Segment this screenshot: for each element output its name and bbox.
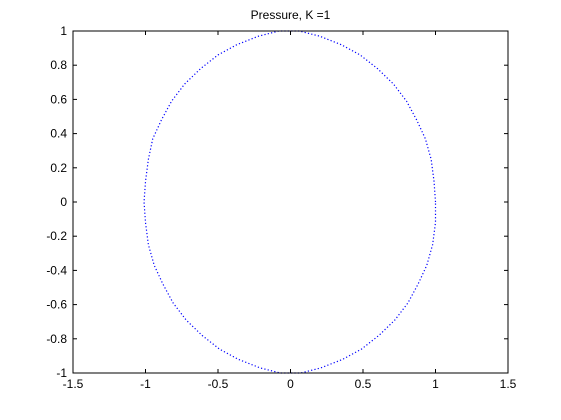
x-tick-label: 0.5 bbox=[355, 377, 372, 391]
y-tick-label: -0.8 bbox=[46, 332, 67, 346]
y-tick-labels: -1 -0.8 -0.6 -0.4 -0.2 0 0.2 0.4 0.6 0.8 1 bbox=[46, 24, 67, 380]
y-tick-label: -1 bbox=[56, 366, 67, 380]
y-tick-label: 0.8 bbox=[50, 58, 67, 72]
chart-title: Pressure, K =1 bbox=[250, 8, 331, 22]
axes bbox=[72, 30, 509, 374]
y-tick-label: 0 bbox=[60, 195, 67, 209]
plot-area bbox=[73, 31, 508, 373]
plot-background bbox=[73, 31, 508, 373]
y-tick-label: -0.6 bbox=[46, 298, 67, 312]
x-tick-label: -0.5 bbox=[208, 377, 229, 391]
x-tick-labels: -1.5 -1 -0.5 0 0.5 1 1.5 bbox=[63, 377, 517, 391]
x-tick-label: 1.5 bbox=[500, 377, 517, 391]
y-tick-label: 0.6 bbox=[50, 92, 67, 106]
y-tick-label: -0.4 bbox=[46, 263, 67, 277]
x-tick-label: 1 bbox=[432, 377, 439, 391]
series-line-0 bbox=[143, 30, 437, 374]
y-tick-label: 0.4 bbox=[50, 127, 67, 141]
x-tick-label: 0 bbox=[287, 377, 294, 391]
y-tick-label: -0.2 bbox=[46, 229, 67, 243]
x-tick-label: -1.5 bbox=[63, 377, 84, 391]
y-tick-label: 1 bbox=[60, 24, 67, 38]
y-tick-label: 0.2 bbox=[50, 161, 67, 175]
x-tick-label: -1 bbox=[140, 377, 151, 391]
data-series bbox=[143, 30, 437, 374]
